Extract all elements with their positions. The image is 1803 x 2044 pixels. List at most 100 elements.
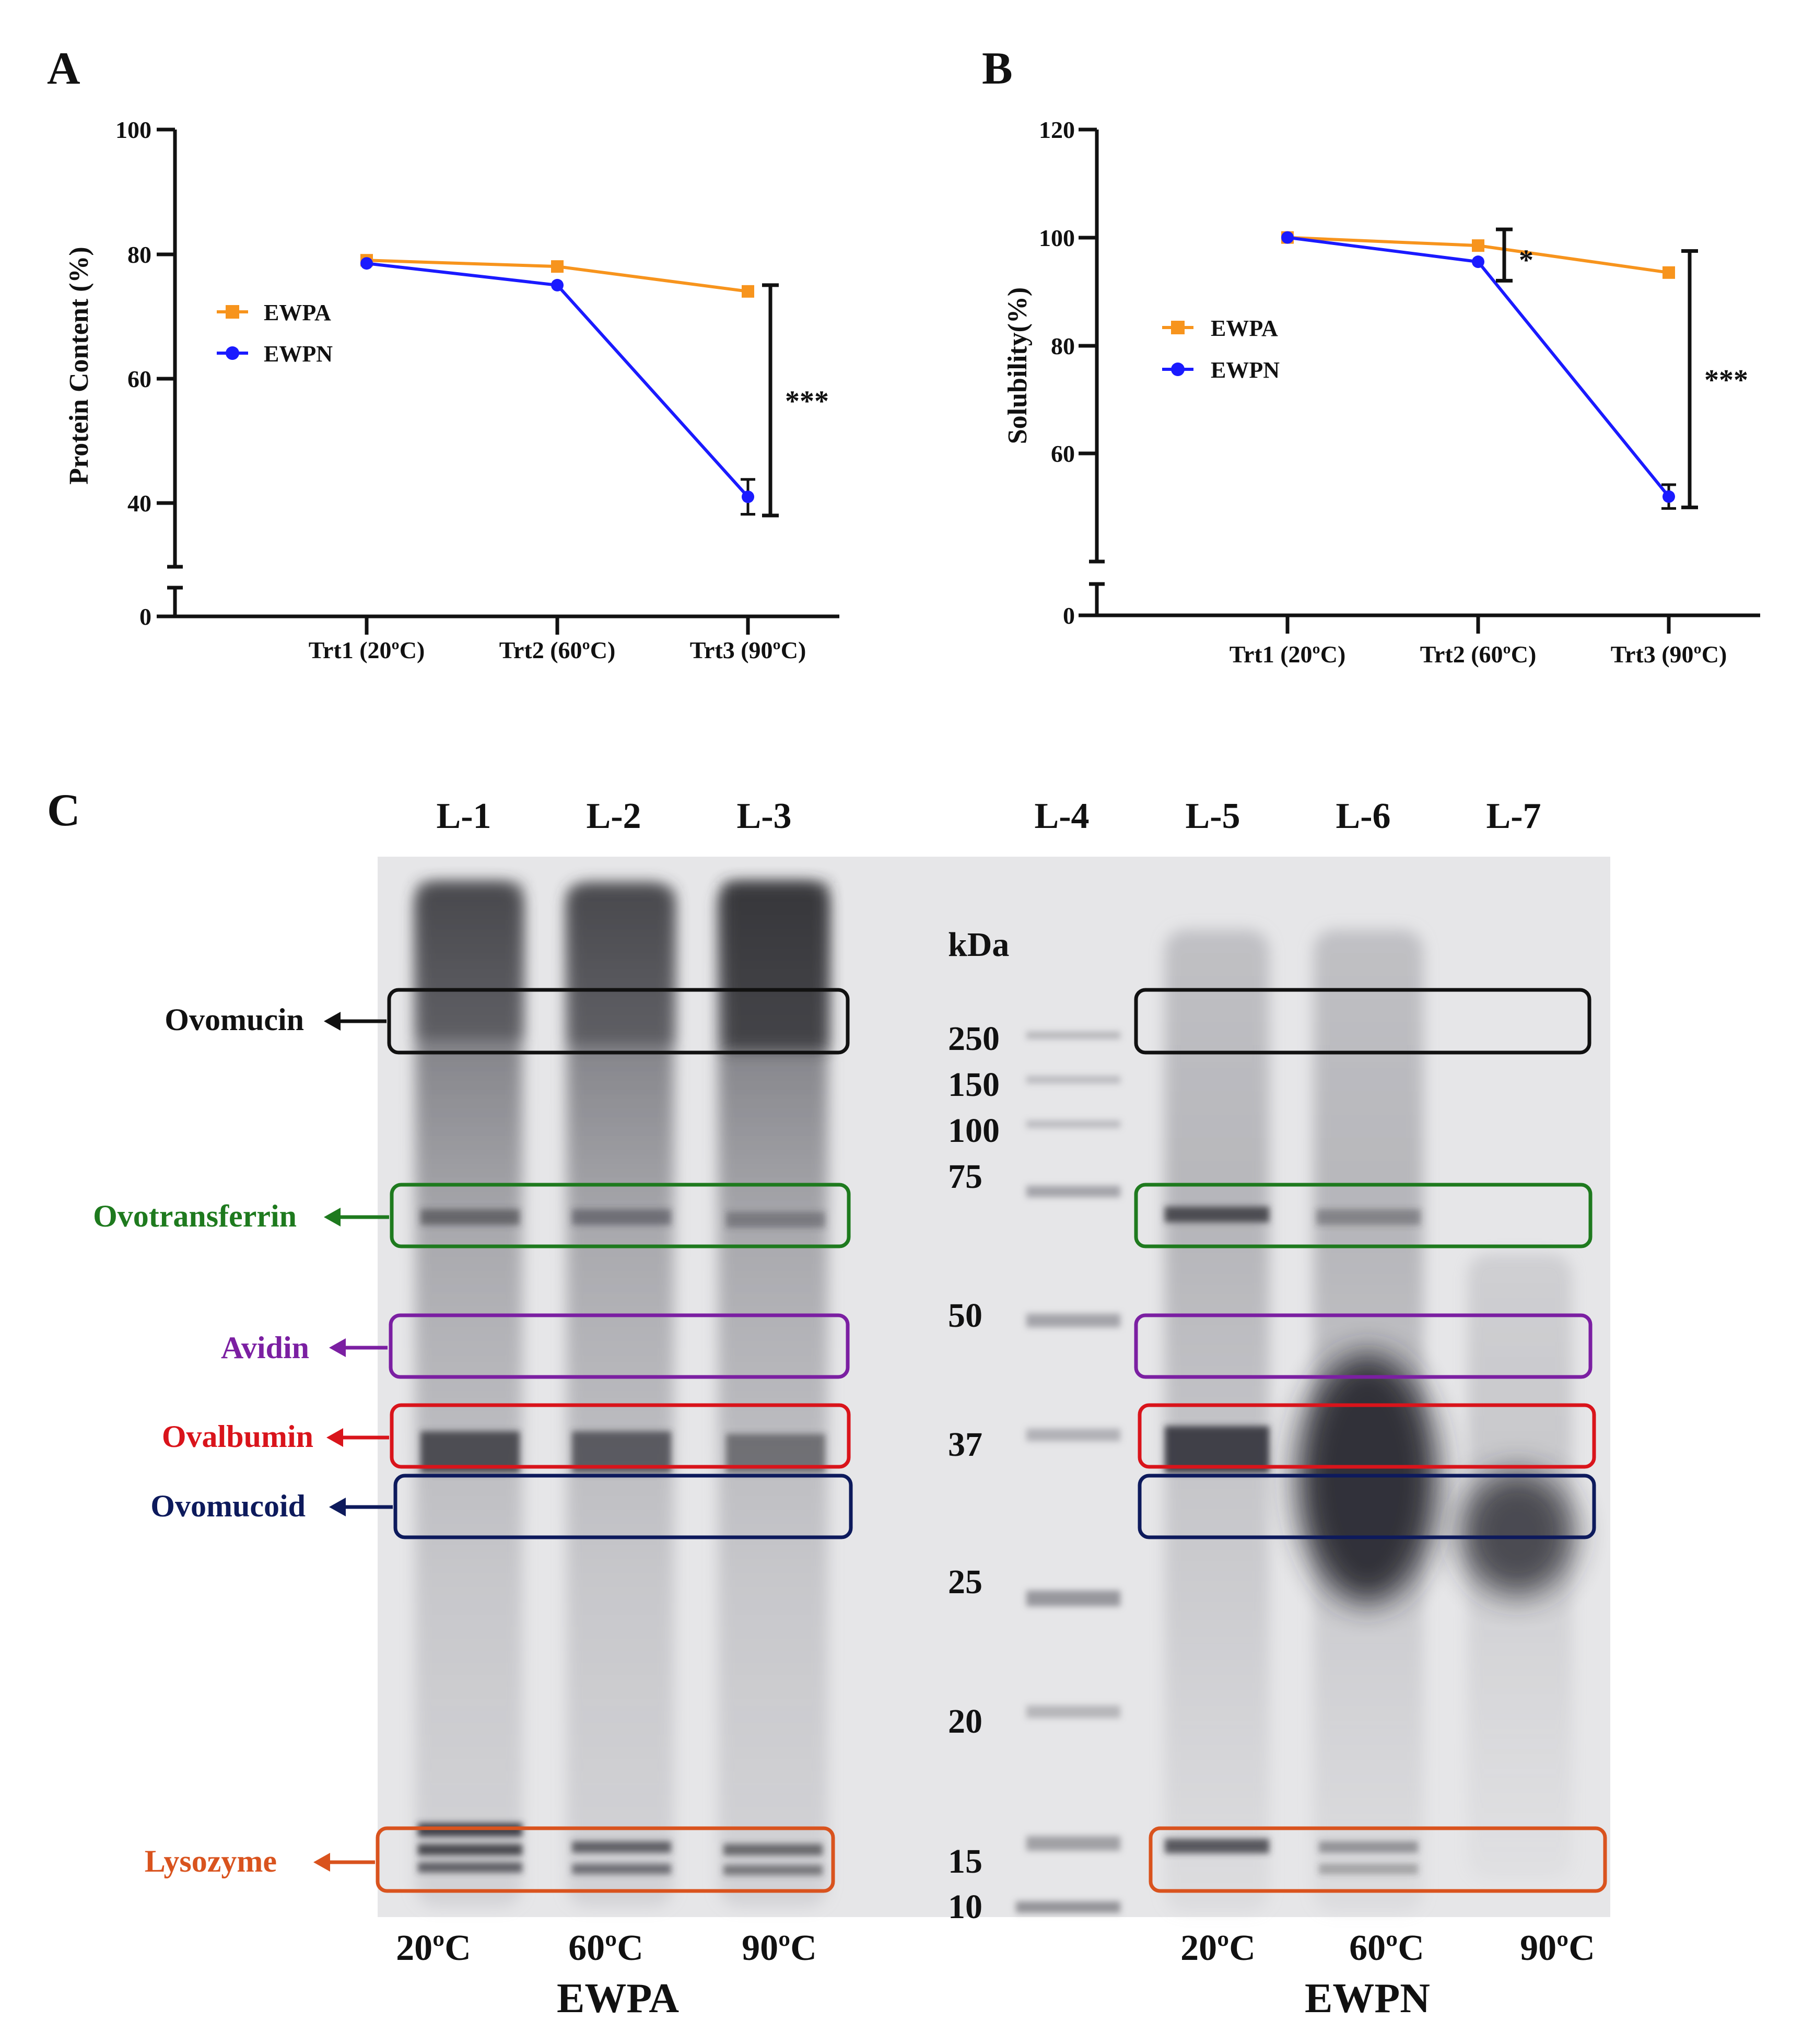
panel-b-ytick: 80 bbox=[1051, 333, 1075, 359]
protein-label-ovalbumin: Ovalbumin bbox=[162, 1419, 313, 1454]
panel-b-legend: EWPA EWPN bbox=[1162, 316, 1280, 383]
panel-a-ytick: 0 bbox=[139, 603, 151, 630]
ovalbumin-box-ewpn bbox=[1138, 1403, 1596, 1469]
mw-marker: 37 bbox=[948, 1426, 982, 1464]
legend-ewpn-label: EWPN bbox=[1211, 357, 1280, 383]
significance-label: *** bbox=[1704, 364, 1748, 396]
lane-label: L-7 bbox=[1486, 796, 1541, 836]
arrow-left-icon bbox=[324, 1012, 341, 1031]
point-ewpa bbox=[551, 260, 564, 273]
legend-ewpa-label: EWPA bbox=[264, 300, 331, 325]
point-ewpa bbox=[1472, 239, 1484, 252]
legend-ewpa-marker bbox=[1171, 321, 1185, 334]
ovalbumin-box-ewpa bbox=[390, 1403, 851, 1469]
ovomucin-box-ewpa bbox=[387, 988, 850, 1055]
panel-a-letter: A bbox=[47, 43, 80, 94]
mw-marker: 25 bbox=[948, 1563, 982, 1601]
panel-b-xtick: Trt1 (20ºC) bbox=[1230, 641, 1346, 668]
panel-b-xtick: Trt2 (60ºC) bbox=[1420, 641, 1537, 668]
legend-ewpn-marker bbox=[1171, 363, 1185, 376]
arrow-left-icon bbox=[324, 1208, 341, 1227]
mw-marker: 50 bbox=[948, 1297, 982, 1335]
point-ewpn bbox=[1472, 255, 1484, 268]
protein-label-ovotransferrin: Ovotransferrin bbox=[93, 1199, 297, 1233]
mw-marker: 150 bbox=[948, 1066, 1000, 1104]
panel-b-ytick: 60 bbox=[1051, 440, 1075, 467]
arrow-left-icon bbox=[329, 1498, 346, 1516]
arrow-left-icon bbox=[326, 1428, 343, 1447]
lysozyme-box-ewpa bbox=[376, 1826, 835, 1893]
panel-b-axes bbox=[1079, 127, 1760, 634]
point-ewpn bbox=[551, 278, 564, 291]
panel-a-xtick: Trt2 (60ºC) bbox=[499, 637, 616, 663]
panel-b-letter: B bbox=[982, 43, 1013, 94]
gel-image bbox=[378, 857, 1610, 1917]
temp-label: 20ºC bbox=[1180, 1928, 1256, 1968]
avidin-box-ewpa bbox=[389, 1313, 850, 1379]
mw-marker: 20 bbox=[948, 1702, 982, 1741]
lane-label: L-4 bbox=[1035, 796, 1090, 836]
panel-c: C L-1 L-2 L-3 L-4 L-5 L-6 L-7 bbox=[47, 785, 1610, 2022]
ladder-bands bbox=[1016, 1032, 1120, 1913]
temp-label: 60ºC bbox=[1349, 1928, 1424, 1968]
panel-a-plot: *** bbox=[360, 254, 829, 518]
panel-b: B 120 100 80 60 0 Trt1 (20ºC) Trt2 (60ºC… bbox=[982, 43, 1760, 668]
significance-label: *** bbox=[785, 385, 829, 417]
lane-label: L-1 bbox=[437, 796, 491, 836]
ovomucoid-box-ewpn bbox=[1138, 1474, 1596, 1539]
arrow-left-icon bbox=[313, 1853, 330, 1872]
panel-c-letter: C bbox=[47, 785, 80, 836]
temp-label: 60ºC bbox=[568, 1928, 643, 1968]
significance-label: * bbox=[1519, 244, 1533, 276]
panel-a-ytick: 80 bbox=[127, 241, 151, 268]
group-label-ewpa: EWPA bbox=[557, 1976, 679, 2022]
panel-a-ytick: 60 bbox=[127, 366, 151, 392]
legend-ewpa-marker bbox=[226, 305, 239, 319]
lane-label: L-6 bbox=[1336, 796, 1391, 836]
panel-a-axes bbox=[157, 127, 839, 635]
avidin-box-ewpn bbox=[1134, 1313, 1593, 1379]
panel-a-legend: EWPA EWPN bbox=[217, 300, 333, 367]
protein-label-ovomucoid: Ovomucoid bbox=[150, 1489, 306, 1523]
series-line-ewpn bbox=[366, 262, 750, 498]
mw-marker: 250 bbox=[948, 1020, 1000, 1058]
mw-marker: 100 bbox=[948, 1112, 1000, 1150]
arrow-left-icon bbox=[329, 1338, 346, 1357]
protein-label-avidin: Avidin bbox=[221, 1330, 309, 1365]
point-ewpa bbox=[1662, 266, 1675, 279]
lane-label: L-2 bbox=[587, 796, 641, 836]
panel-b-ytick: 120 bbox=[1039, 116, 1075, 143]
point-ewpn bbox=[360, 257, 373, 270]
panel-b-ylabel: Solubility(%) bbox=[1003, 287, 1033, 445]
series-line-ewpn bbox=[1287, 236, 1670, 498]
point-ewpn bbox=[1281, 231, 1294, 244]
lane-label: L-5 bbox=[1186, 796, 1240, 836]
mw-marker: 15 bbox=[948, 1842, 982, 1881]
point-ewpa bbox=[742, 285, 754, 298]
panel-b-ytick: 0 bbox=[1063, 602, 1075, 629]
panel-b-plot: **** bbox=[1281, 227, 1748, 510]
panel-a-xtick: Trt1 (20ºC) bbox=[309, 637, 425, 663]
temp-label: 90ºC bbox=[1520, 1928, 1595, 1968]
protein-label-ovomucin: Ovomucin bbox=[165, 1002, 304, 1037]
mw-marker: 75 bbox=[948, 1158, 982, 1196]
ovomucoid-box-ewpa bbox=[393, 1474, 853, 1539]
protein-labels: Ovomucin Ovotransferrin Avidin Ovalbumin… bbox=[93, 1002, 393, 1878]
panel-a-ylabel: Protein Content (%) bbox=[64, 247, 94, 484]
kda-label: kDa bbox=[948, 926, 1009, 964]
protein-label-lysozyme: Lysozyme bbox=[145, 1844, 277, 1878]
protein-boxes bbox=[376, 988, 1607, 1893]
point-ewpn bbox=[742, 490, 754, 504]
group-label-ewpn: EWPN bbox=[1305, 1976, 1430, 2022]
panel-b-xtick: Trt3 (90ºC) bbox=[1611, 641, 1727, 668]
panel-a-ytick: 100 bbox=[115, 116, 151, 143]
point-ewpn bbox=[1662, 490, 1675, 503]
panel-a-ytick: 40 bbox=[127, 490, 151, 517]
lysozyme-box-ewpn bbox=[1149, 1826, 1607, 1893]
mw-marker: 10 bbox=[948, 1888, 982, 1926]
panel-b-ytick: 100 bbox=[1039, 225, 1075, 251]
ovotransferrin-box-ewpn bbox=[1134, 1183, 1593, 1248]
panel-a-xtick: Trt3 (90ºC) bbox=[690, 637, 806, 663]
legend-ewpa-label: EWPA bbox=[1211, 316, 1278, 341]
